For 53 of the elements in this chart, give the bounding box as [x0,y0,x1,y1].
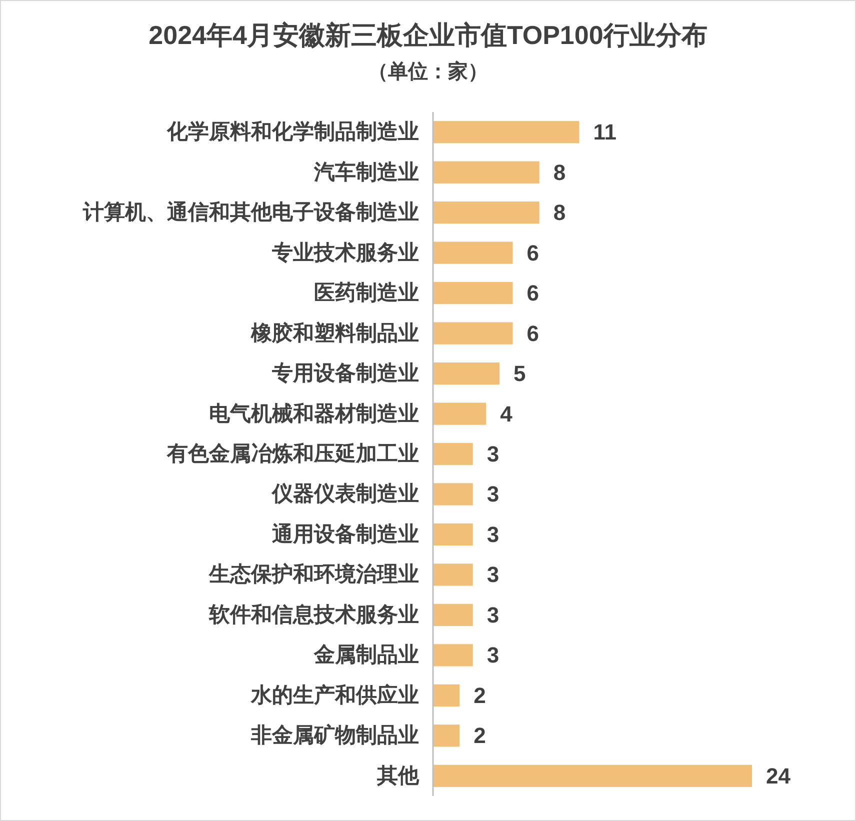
bar [433,402,486,425]
y-tick-label: 金属制品业 [313,644,419,667]
data-label: 5 [513,361,526,386]
bar [433,483,473,506]
bar [433,684,460,706]
bar [433,121,580,144]
y-tick-label: 计算机、通信和其他电子设备制造业 [82,201,419,224]
data-label: 8 [553,160,566,185]
bar [433,442,473,466]
data-label: 3 [486,602,500,628]
y-tick-label: 仪器仪表制造业 [271,482,419,506]
y-tick-label: 专业技术服务业 [271,241,419,264]
data-label: 3 [486,642,500,668]
chart-title: 2024年4月安徽新三板企业市值TOP100行业分布 [148,20,708,50]
data-label: 4 [500,401,514,426]
data-label: 6 [526,240,539,266]
bar [433,764,752,787]
y-tick-label: 通用设备制造业 [271,522,419,546]
y-tick-label: 生态保护和环境治理业 [208,562,419,586]
data-label: 8 [553,200,566,226]
y-tick-label: 医药制造业 [314,282,419,305]
y-tick-label: 橡胶和塑料制品业 [250,320,419,345]
bar [433,523,473,546]
bar [433,161,540,184]
data-label: 3 [486,442,500,466]
data-label: 3 [486,482,500,507]
y-tick-label: 非金属矿物制品业 [250,723,419,748]
y-tick-label: 软件和信息技术服务业 [208,603,419,626]
data-label: 11 [593,120,616,145]
data-label: 24 [766,763,792,788]
bar [433,724,460,747]
bar [433,564,473,586]
bar [433,604,473,626]
bar [433,644,473,666]
data-label: 6 [526,280,539,306]
y-tick-label: 化学原料和化学制品制造业 [166,120,419,144]
bar [433,242,513,264]
y-tick-label: 电气机械和器材制造业 [209,402,419,426]
y-tick-label: 其他 [376,764,420,788]
bar [433,322,513,344]
data-label: 3 [486,522,500,547]
chart-subtitle: （单位：家） [368,60,488,83]
bar [433,202,540,224]
data-label: 2 [474,682,486,708]
data-label: 3 [486,562,500,588]
y-tick-label: 汽车制造业 [313,160,419,184]
y-tick-label: 有色金属冶炼和压延加工业 [166,442,419,466]
bar [433,282,513,304]
bar [433,362,500,385]
y-tick-label: 水的生产和供应业 [250,682,419,707]
y-tick-label: 专用设备制造业 [271,362,419,386]
data-label: 2 [474,723,486,748]
data-label: 6 [526,320,539,346]
